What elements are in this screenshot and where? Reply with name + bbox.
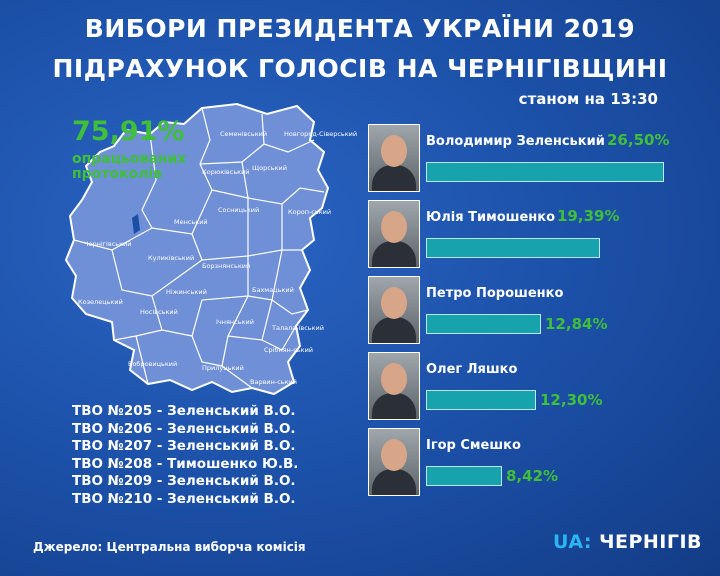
- district-label: Срібнян-ський: [264, 346, 313, 354]
- vote-percent-label: 19,39%: [557, 207, 620, 225]
- candidate-row: Петро Порошенко 12,84%: [368, 276, 720, 346]
- district-labels: Семенівський Новгород-Сіверський Корюків…: [78, 130, 357, 386]
- vote-bar: [426, 390, 536, 410]
- district-label: Козелецький: [78, 298, 123, 306]
- candidate-photo: [368, 124, 420, 192]
- vote-bar: [426, 162, 664, 182]
- vote-bar: [426, 238, 600, 258]
- candidate-photo: [368, 276, 420, 344]
- district-label: Новгород-Сіверський: [284, 130, 357, 138]
- lake-icon: [132, 214, 140, 234]
- candidate-photo: [368, 200, 420, 268]
- district-label: Менський: [174, 218, 208, 226]
- district-label: Носівський: [140, 308, 178, 316]
- candidate-photo: [368, 428, 420, 496]
- district-label: Талала-ївський: [271, 324, 324, 332]
- district-label: Ніжинський: [166, 288, 207, 296]
- vote-percent-label: 26,50%: [607, 131, 670, 149]
- candidate-name: Петро Порошенко: [426, 286, 564, 301]
- page-title: ВИБОРИ ПРЕЗИДЕНТА УКРАЇНИ 2019: [84, 14, 636, 43]
- district-label: Семенівський: [220, 130, 267, 138]
- district-label: Варвин-ський: [250, 378, 297, 386]
- district-label: Куликівський: [148, 254, 194, 262]
- candidate-row: Олег Ляшко 12,30%: [368, 352, 720, 422]
- vote-percent-label: 8,42%: [506, 467, 559, 485]
- candidate-name: Олег Ляшко: [426, 362, 518, 377]
- candidate-name: Юлія Тимошенко: [426, 210, 556, 225]
- tvo-list: ТВО №205 - Зеленський В.О. ТВО №206 - Зе…: [72, 403, 298, 508]
- district-label: Бахмацький: [252, 286, 294, 294]
- district-label: Бобровицький: [128, 360, 177, 368]
- protocols-label: опрацьованих протоколів: [72, 151, 187, 182]
- district-borders: [73, 107, 325, 389]
- vote-bar: [426, 466, 502, 486]
- district-label: Корюківський: [202, 168, 250, 176]
- protocols-percent: 75,91%: [72, 116, 185, 147]
- tvo-item: ТВО №209 - Зеленський В.О.: [72, 473, 296, 489]
- vote-bar: [426, 314, 541, 334]
- page-subtitle: ПІДРАХУНОК ГОЛОСІВ НА ЧЕРНІГІВЩИНІ: [52, 54, 668, 83]
- tvo-item: ТВО №208 - Тимошенко Ю.В.: [72, 455, 299, 472]
- tvo-item: ТВО №210 - Зеленський В.О.: [72, 490, 296, 507]
- district-label: Чернігівський: [84, 240, 131, 248]
- candidate-name: Володимир Зеленський: [426, 134, 605, 149]
- district-label: Щорський: [252, 164, 287, 172]
- candidate-row: Ігор Смешко 8,42%: [368, 428, 720, 498]
- region-outline: [64, 102, 330, 396]
- ua-chernihiv-logo: UA: ЧЕРНІГІВ: [553, 531, 703, 553]
- region-map: Семенівський Новгород-Сіверський Корюків…: [64, 102, 357, 396]
- candidate-name: Ігор Смешко: [426, 438, 521, 453]
- district-label: Прилуцький: [202, 364, 244, 372]
- district-label: Ічнянський: [216, 318, 254, 326]
- candidate-photo: [368, 352, 420, 420]
- tvo-item: ТВО №206 - Зеленський В.О.: [72, 420, 296, 437]
- source-note: Джерело: Центральна виборча комісія: [33, 540, 306, 554]
- candidate-row: Юлія Тимошенко 19,39%: [368, 200, 720, 270]
- tvo-item: ТВО №205 - Зеленський В.О.: [72, 403, 296, 419]
- vote-percent-label: 12,30%: [540, 391, 603, 409]
- vote-percent-label: 12,84%: [545, 315, 608, 333]
- tvo-item: ТВО №207 - Зеленський В.О.: [72, 438, 296, 454]
- district-label: Короп-ський: [288, 208, 331, 216]
- as-of-time: станом на 13:30: [518, 90, 658, 108]
- candidate-row: Володимир Зеленський 26,50%: [368, 124, 720, 194]
- district-label: Сосницький: [218, 206, 259, 214]
- district-label: Борзнянський: [202, 262, 250, 270]
